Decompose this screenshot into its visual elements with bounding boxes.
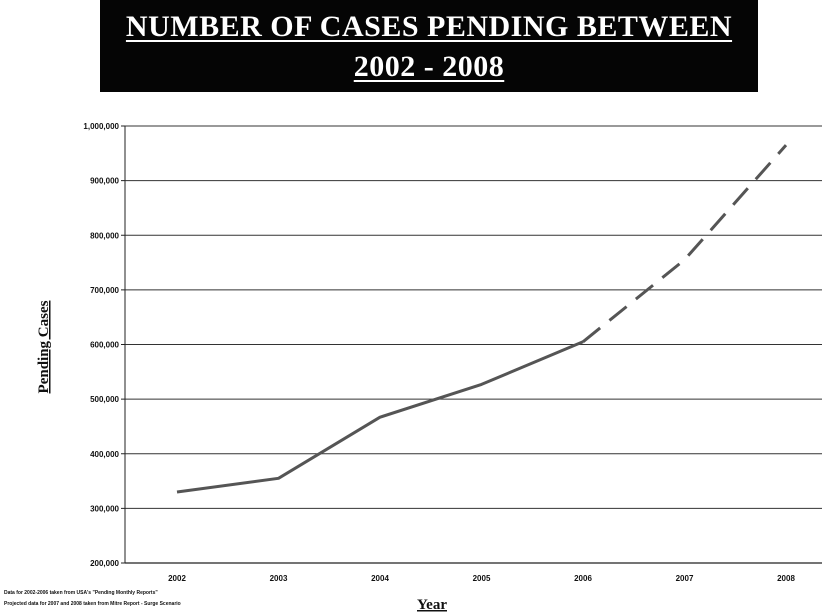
projected-series-line [582, 144, 788, 343]
x-tick-label: 2007 [676, 574, 694, 583]
actual-series-line [176, 340, 584, 494]
gridlines [125, 125, 822, 564]
x-axis-title: Year [417, 597, 447, 613]
y-tick-label: 600,000 [90, 341, 119, 350]
data-point [785, 144, 788, 147]
x-tick-label: 2006 [574, 574, 592, 583]
x-tick-label: 2008 [777, 574, 795, 583]
data-point [277, 477, 280, 480]
data-point [582, 340, 585, 343]
y-tick-label: 500,000 [90, 395, 119, 404]
data-point [379, 416, 382, 419]
chart-title-line2: 2002 - 2008 [353, 50, 505, 83]
y-tick-labels: 200,000 300,000 400,000 500,000 600,000 700,0… [83, 122, 119, 568]
y-tick-label: 800,000 [90, 231, 119, 240]
y-tick-label: 900,000 [90, 177, 119, 186]
x-tick-labels: 2002 2003 2004 2005 2006 2007 2008 [168, 574, 795, 583]
footnote-1: Data for 2002-2006 taken from USA's "Pen… [4, 590, 158, 596]
y-tick-label: 400,000 [90, 450, 119, 459]
data-point [480, 383, 483, 386]
y-tick-label: 300,000 [90, 504, 119, 513]
x-tick-label: 2002 [168, 574, 186, 583]
y-tick-label: 200,000 [90, 559, 119, 568]
series-lines [176, 144, 788, 494]
data-point [683, 258, 686, 261]
y-tick-label: 700,000 [90, 286, 119, 295]
y-axis-title: Pending Cases [36, 300, 52, 393]
x-tick-label: 2003 [270, 574, 288, 583]
x-tick-label: 2004 [371, 574, 389, 583]
x-tick-label: 2005 [473, 574, 491, 583]
axes [121, 125, 822, 564]
chart-title-line1: NUMBER OF CASES PENDING BETWEEN [125, 10, 733, 43]
y-tick-label: 1,000,000 [83, 122, 119, 131]
footnote-2: Projected data for 2007 and 2008 taken f… [4, 601, 181, 607]
data-point [176, 490, 179, 493]
title-banner: NUMBER OF CASES PENDING BETWEEN 2002 - 2… [100, 0, 758, 92]
